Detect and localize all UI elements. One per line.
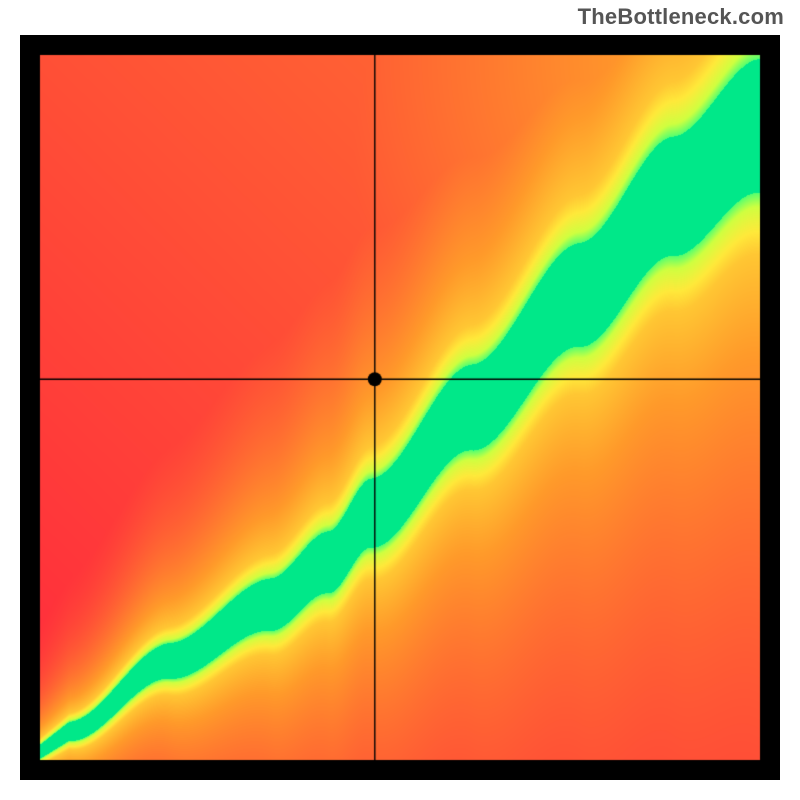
chart-container: TheBottleneck.com — [0, 0, 800, 800]
heatmap-canvas — [20, 35, 780, 780]
plot-frame — [20, 35, 780, 780]
watermark-text: TheBottleneck.com — [578, 4, 784, 30]
